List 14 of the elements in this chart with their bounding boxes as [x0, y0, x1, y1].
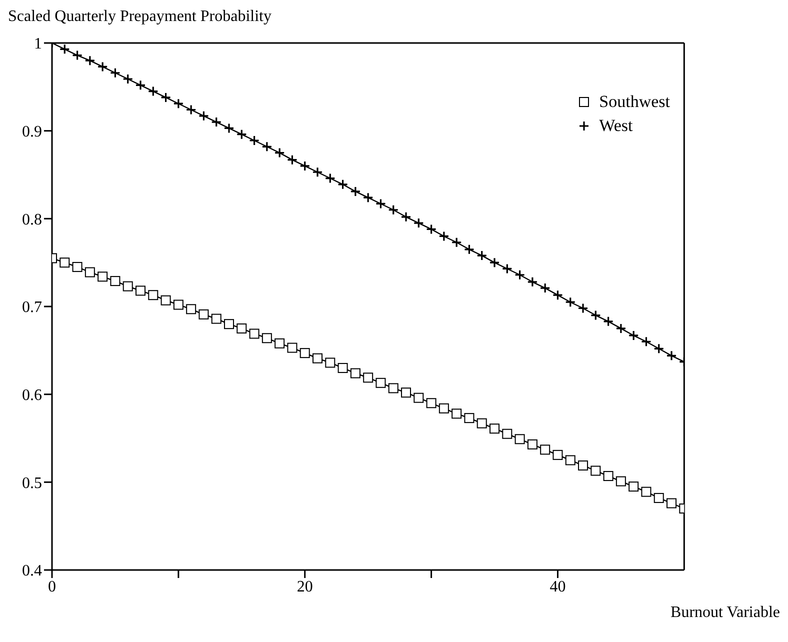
x-tick-label: 40	[550, 578, 566, 596]
y-tick-label: 0.4	[22, 562, 42, 580]
y-tick-label: 0.9	[22, 124, 42, 141]
y-tick-label: 0.7	[22, 299, 42, 316]
x-tick-label: 0	[48, 578, 56, 596]
legend-label: Southwest	[599, 92, 670, 112]
y-tick-label: 1	[34, 36, 42, 53]
y-tick-label: 0.5	[22, 474, 42, 492]
y-tick-label: 0.8	[22, 211, 42, 228]
y-axis-title: Scaled Quarterly Prepayment Probability	[8, 8, 272, 27]
x-axis-title: Burnout Variable	[670, 604, 780, 622]
x-tick-label: 20	[296, 578, 313, 596]
y-tick-label: 0.6	[22, 387, 42, 404]
legend-label: West	[599, 116, 633, 136]
